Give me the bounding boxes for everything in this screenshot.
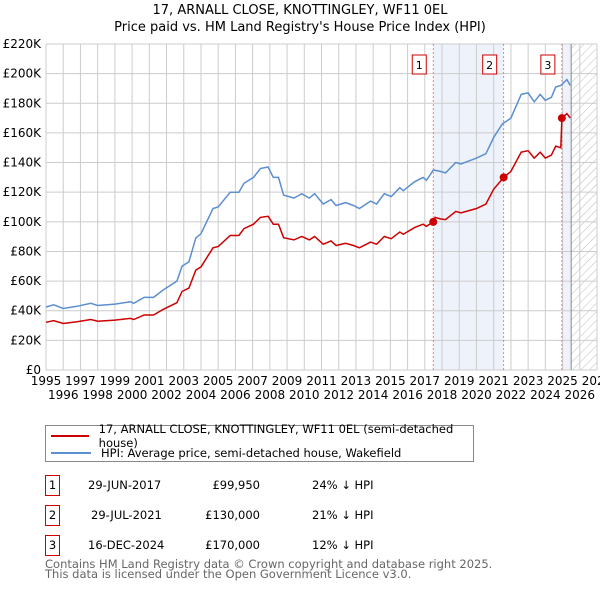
- x-tick-label: 2018: [427, 388, 458, 402]
- x-tick-label: 1997: [65, 374, 96, 388]
- sale-marker-badge: [540, 54, 556, 75]
- shaded-period: [433, 44, 504, 370]
- legend: 17, ARNALL CLOSE, KNOTTINGLEY, WF11 0EL …: [45, 422, 474, 462]
- legend-item-property: 17, ARNALL CLOSE, KNOTTINGLEY, WF11 0EL …: [51, 422, 473, 450]
- x-tick-label: 2019: [444, 374, 475, 388]
- footer-line: Contains HM Land Registry data © Crown c…: [45, 557, 493, 571]
- x-tick-label: 2010: [289, 388, 320, 402]
- y-tick-label: £140K: [3, 156, 43, 170]
- x-tick-label: 1999: [100, 374, 131, 388]
- transaction-row: 1 29-JUN-2017 £99,950 24% ↓ HPI: [45, 475, 465, 496]
- y-tick-label: £0: [26, 363, 41, 377]
- sale-date: 29-JUN-2017: [88, 478, 162, 492]
- x-tick-label: 2024: [530, 388, 561, 402]
- sale-marker-label: 2: [486, 59, 493, 72]
- x-tick-label: 2008: [255, 388, 286, 402]
- x-tick-label: 2013: [341, 374, 372, 388]
- legend-label: HPI: Average price, semi-detached house,…: [101, 446, 402, 460]
- hpi-line: [45, 78, 571, 310]
- x-tick-label: 2006: [220, 388, 251, 402]
- sale-number-badge: 2: [45, 505, 60, 526]
- x-tick-label: 2025: [547, 374, 578, 388]
- legend-swatch-red: [51, 435, 89, 437]
- chart-title: 17, ARNALL CLOSE, KNOTTINGLEY, WF11 0EL: [152, 3, 448, 18]
- transaction-row: 3 16-DEC-2024 £170,000 12% ↓ HPI: [45, 535, 465, 556]
- sale-date: 16-DEC-2024: [88, 538, 165, 552]
- x-tick-label: 2002: [151, 388, 182, 402]
- x-tick-label: 2001: [134, 374, 165, 388]
- x-tick-label: 2015: [375, 374, 406, 388]
- x-tick-label: 2004: [186, 388, 217, 402]
- sale-price: £170,000: [205, 538, 260, 552]
- sale-marker-badge: [411, 54, 427, 75]
- property-price-line: [45, 112, 571, 325]
- y-tick-label: £20K: [10, 333, 42, 347]
- x-tick-label: 2012: [323, 388, 354, 402]
- x-tick-label: 2000: [117, 388, 148, 402]
- y-tick-label: £160K: [3, 126, 43, 140]
- x-tick-label: 2017: [410, 374, 441, 388]
- sale-number-badge: 3: [45, 535, 60, 556]
- y-tick-label: £180K: [3, 96, 43, 110]
- x-tick-label: 2011: [306, 374, 337, 388]
- sale-hpi-diff: 12% ↓ HPI: [312, 538, 374, 552]
- x-tick-label: 2027: [582, 374, 600, 388]
- sale-point: [499, 173, 508, 182]
- sale-marker-label: 3: [544, 59, 551, 72]
- y-tick-label: £200K: [3, 67, 43, 81]
- y-tick-label: £60K: [10, 274, 42, 288]
- y-tick-label: £220K: [3, 37, 43, 51]
- y-tick-label: £40K: [10, 304, 42, 318]
- x-tick-label: 2021: [478, 374, 509, 388]
- x-tick-label: 2003: [168, 374, 199, 388]
- x-tick-label: 2005: [203, 374, 234, 388]
- x-tick-label: 2023: [513, 374, 544, 388]
- y-tick-label: £120K: [3, 185, 43, 199]
- shaded-period: [561, 44, 572, 370]
- y-tick-label: £100K: [3, 215, 43, 229]
- sale-hpi-diff: 24% ↓ HPI: [312, 478, 374, 492]
- x-tick-label: 2016: [392, 388, 423, 402]
- x-tick-label: 2026: [565, 388, 596, 402]
- legend-label: 17, ARNALL CLOSE, KNOTTINGLEY, WF11 0EL …: [98, 422, 454, 450]
- legend-item-hpi: HPI: Average price, semi-detached house,…: [51, 445, 401, 461]
- sale-point: [429, 217, 438, 226]
- sale-date: 29-JUL-2021: [91, 508, 162, 522]
- chart-subtitle: Price paid vs. HM Land Registry's House …: [114, 20, 486, 35]
- sale-marker-badge: [482, 54, 498, 75]
- sale-number-badge: 1: [45, 475, 60, 496]
- x-tick-label: 2022: [496, 388, 527, 402]
- x-tick-label: 2007: [237, 374, 268, 388]
- x-tick-label: 2014: [358, 388, 389, 402]
- sale-price: £99,950: [212, 478, 260, 492]
- transaction-row: 2 29-JUL-2021 £130,000 21% ↓ HPI: [45, 505, 465, 526]
- sale-marker-label: 1: [416, 59, 423, 72]
- forecast-hatch: [571, 44, 597, 370]
- sale-point: [557, 114, 566, 123]
- x-tick-label: 1995: [31, 374, 62, 388]
- y-tick-label: £80K: [10, 244, 42, 258]
- x-tick-label: 2020: [461, 388, 492, 402]
- sale-hpi-diff: 21% ↓ HPI: [312, 508, 374, 522]
- legend-swatch-blue: [51, 452, 91, 454]
- sale-price: £130,000: [205, 508, 260, 522]
- x-tick-label: 1998: [82, 388, 113, 402]
- footer: Contains HM Land Registry data © Crown c…: [45, 557, 493, 581]
- x-tick-label: 1996: [48, 388, 79, 402]
- price-chart: 1995199619971998199920002001200220032004…: [3, 37, 600, 402]
- footer-line: This data is licensed under the Open Gov…: [45, 567, 412, 581]
- x-tick-label: 2009: [272, 374, 303, 388]
